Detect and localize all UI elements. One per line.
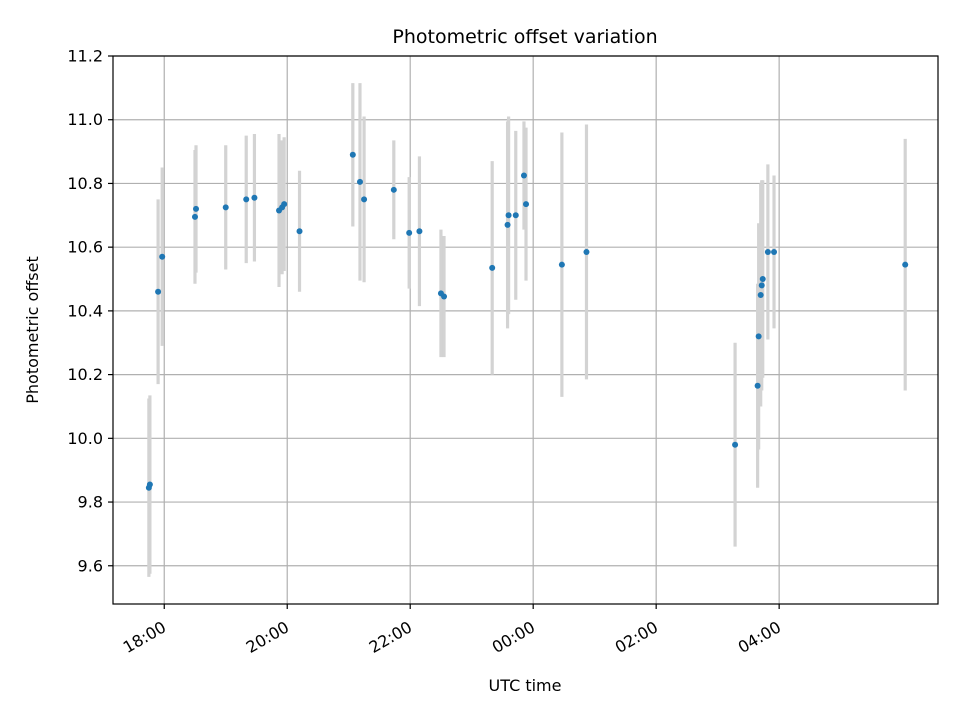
plot-frame [112, 55, 939, 605]
data-point [558, 261, 565, 268]
data-point [755, 333, 762, 340]
data-point [349, 151, 356, 158]
y-tick-label: 10.6 [67, 238, 103, 257]
data-point [732, 441, 739, 448]
data-point [523, 201, 530, 208]
data-point [251, 194, 258, 201]
marker-layer [145, 151, 909, 491]
y-tick-label: 11.0 [67, 110, 103, 129]
data-point [757, 291, 764, 298]
data-point [222, 204, 229, 211]
data-point [296, 228, 303, 235]
data-point [902, 261, 909, 268]
data-point [754, 382, 761, 389]
y-tick-label: 10.8 [67, 174, 103, 193]
data-point [390, 186, 397, 193]
y-tick-label: 9.8 [78, 493, 103, 512]
data-point [416, 228, 423, 235]
data-point [505, 212, 512, 219]
data-point [512, 212, 519, 219]
data-point [504, 221, 511, 228]
data-point [758, 282, 765, 289]
data-point [759, 276, 766, 283]
data-point [520, 172, 527, 179]
data-point [191, 213, 198, 220]
y-tick-label: 10.4 [67, 301, 103, 320]
data-point [771, 248, 778, 255]
data-point [583, 248, 590, 255]
data-point [356, 178, 363, 185]
y-tick-label: 10.2 [67, 365, 103, 384]
data-point [361, 196, 368, 203]
data-point [159, 253, 166, 260]
chart-title: Photometric offset variation [392, 26, 657, 48]
y-tick-label: 10.0 [67, 429, 103, 448]
data-point [243, 196, 250, 203]
y-tick-label: 9.6 [78, 556, 103, 575]
data-point [155, 288, 162, 295]
y-tick-label: 11.2 [67, 47, 103, 66]
data-point [146, 481, 153, 488]
data-point [193, 205, 200, 212]
data-point [441, 293, 448, 300]
data-point [281, 201, 288, 208]
data-point [489, 264, 496, 271]
data-point [406, 229, 413, 236]
x-axis-label: UTC time [489, 676, 562, 695]
data-point [764, 248, 771, 255]
y-axis-label: Photometric offset [23, 256, 42, 404]
